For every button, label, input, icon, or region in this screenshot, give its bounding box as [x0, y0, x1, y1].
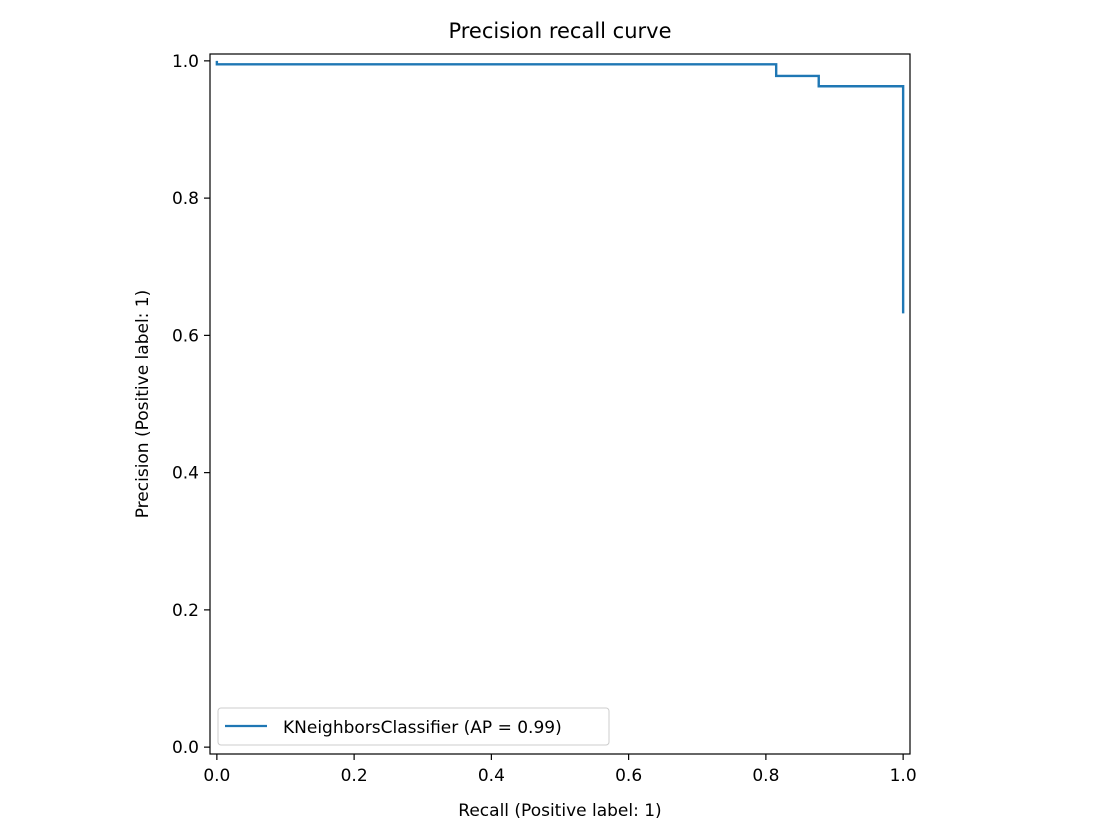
x-tick-label: 0.6 — [615, 766, 642, 786]
x-tick-label: 0.4 — [478, 766, 505, 786]
y-tick-label: 0.0 — [172, 738, 199, 758]
y-tick-label: 0.8 — [172, 189, 199, 209]
chart-title: Precision recall curve — [448, 19, 671, 43]
y-tick-label: 0.2 — [172, 601, 199, 621]
y-tick-label: 1.0 — [172, 52, 199, 72]
x-tick-label: 0.0 — [203, 766, 230, 786]
y-tick-label: 0.6 — [172, 326, 199, 346]
series-line-kneighbors — [215, 60, 905, 314]
plot-area-frame — [209, 53, 911, 755]
y-axis-label: Precision (Positive label: 1) — [133, 290, 153, 519]
x-axis-label: Recall (Positive label: 1) — [458, 801, 661, 821]
x-axis-ticks: 0.0 0.2 0.4 0.6 0.8 1.0 — [203, 754, 917, 786]
x-tick-label: 1.0 — [890, 766, 917, 786]
series-layer — [215, 60, 905, 314]
legend-box — [217, 707, 610, 746]
x-tick-label: 0.8 — [752, 766, 779, 786]
legend-label: KNeighborsClassifier (AP = 0.99) — [283, 718, 562, 738]
y-axis-ticks: 0.0 0.2 0.4 0.6 0.8 1.0 — [172, 52, 210, 758]
x-tick-label: 0.2 — [341, 766, 368, 786]
legend: KNeighborsClassifier (AP = 0.99) — [217, 707, 610, 746]
y-tick-label: 0.4 — [172, 464, 199, 484]
